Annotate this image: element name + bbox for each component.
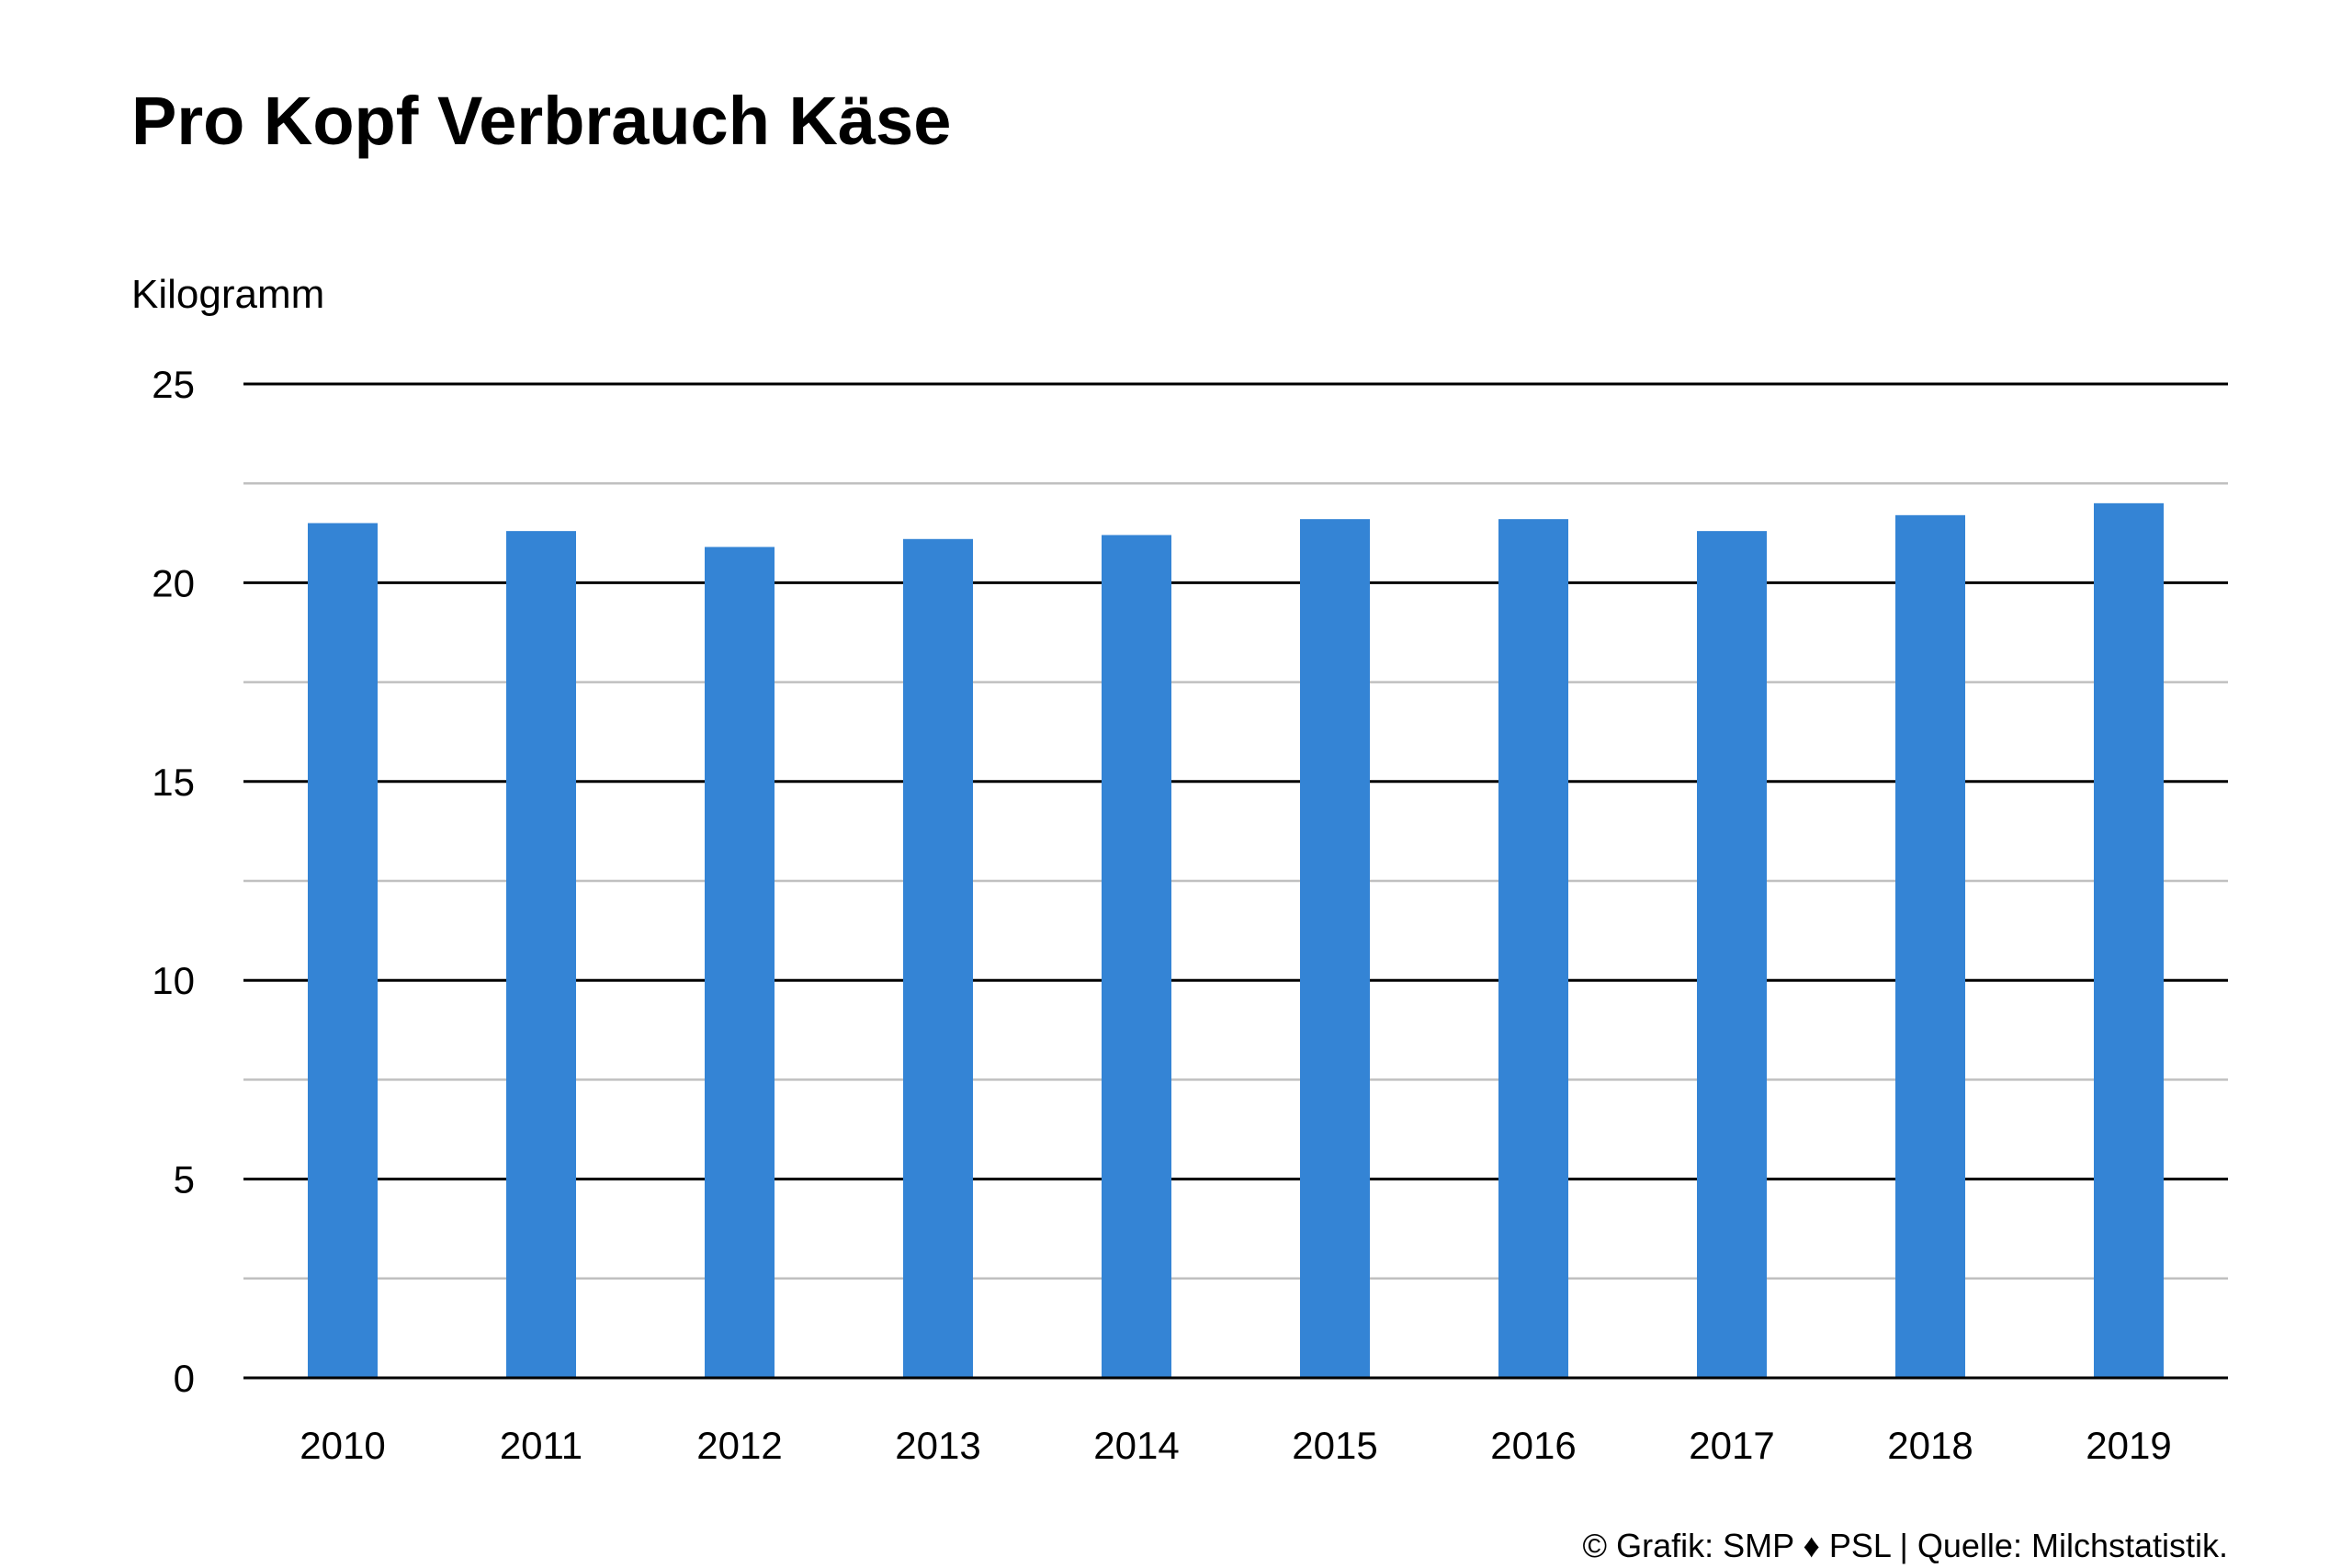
source-credit: © Grafik: SMP ♦ PSL | Quelle: Milchstati…: [1583, 1527, 2228, 1564]
y-tick-label: 20: [152, 561, 195, 604]
bar-2015: [1300, 519, 1370, 1378]
x-tick-label: 2015: [1292, 1424, 1377, 1467]
x-tick-label: 2013: [895, 1424, 980, 1467]
y-tick-label: 10: [152, 959, 195, 1002]
y-axis-ticks: 0 5 10 15 20 25: [152, 363, 195, 1400]
bar-2013: [903, 538, 973, 1378]
x-tick-label: 2018: [1887, 1424, 1973, 1467]
chart-title: Pro Kopf Verbrauch Käse: [131, 83, 951, 159]
bar-2010: [308, 523, 378, 1378]
y-tick-label: 5: [174, 1158, 195, 1201]
x-tick-label: 2017: [1689, 1424, 1774, 1467]
y-tick-label: 25: [152, 363, 195, 406]
y-tick-label: 0: [174, 1357, 195, 1400]
x-tick-label: 2012: [696, 1424, 782, 1467]
bar-2018: [1895, 514, 1965, 1378]
bar-2012: [705, 547, 775, 1378]
bar-2017: [1697, 531, 1767, 1378]
bars: [243, 502, 2228, 1380]
bar-2016: [1498, 519, 1568, 1378]
y-tick-label: 15: [152, 761, 195, 804]
bar-2014: [1102, 535, 1171, 1378]
bar-2019: [2094, 502, 2164, 1378]
x-tick-label: 2011: [500, 1424, 582, 1467]
x-tick-label: 2019: [2086, 1424, 2171, 1467]
x-tick-label: 2010: [300, 1424, 385, 1467]
y-axis-unit-label: Kilogramm: [131, 272, 324, 317]
x-tick-label: 2014: [1093, 1424, 1179, 1467]
bar-2011: [506, 531, 576, 1378]
x-axis-ticks: 2010 2011 2012 2013 2014 2015 2016 2017 2018 2019: [300, 1424, 2171, 1467]
x-tick-label: 2016: [1490, 1424, 1576, 1467]
